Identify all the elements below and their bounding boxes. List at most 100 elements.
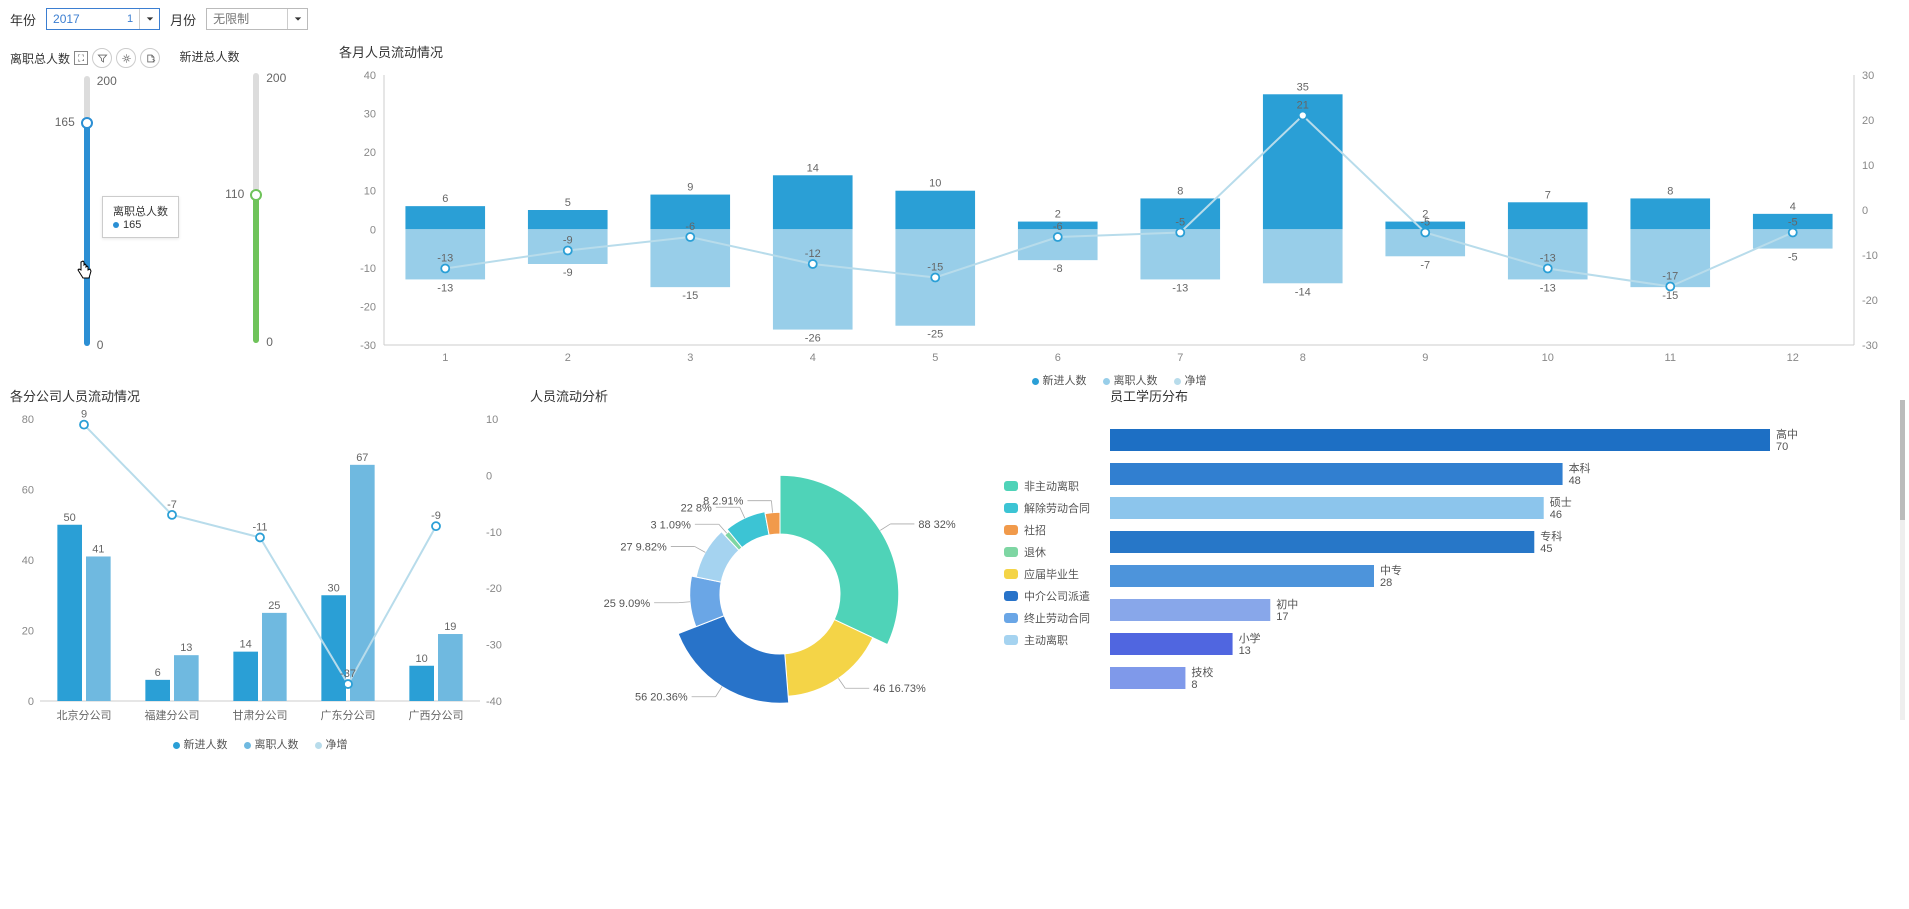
svg-text:45: 45 (1540, 543, 1552, 555)
scrollbar[interactable] (1900, 400, 1905, 720)
hire-total-panel: 新进总人数 2000110 (170, 38, 340, 378)
svg-text:8: 8 (1667, 185, 1673, 197)
svg-text:-15: -15 (1662, 290, 1678, 302)
svg-text:46 16.73%: 46 16.73% (873, 683, 926, 695)
svg-text:-20: -20 (360, 301, 376, 313)
gear-icon[interactable] (116, 48, 136, 68)
svg-text:40: 40 (22, 555, 34, 567)
svg-text:-8: -8 (1053, 263, 1063, 275)
svg-text:10: 10 (1542, 352, 1554, 364)
svg-text:-6: -6 (685, 221, 695, 233)
svg-text:8 2.91%: 8 2.91% (703, 496, 744, 508)
year-suffix: 1 (127, 13, 139, 25)
export-icon[interactable] (140, 48, 160, 68)
svg-text:4: 4 (810, 352, 816, 364)
svg-text:41: 41 (92, 543, 104, 555)
svg-text:甘肃分公司: 甘肃分公司 (233, 709, 288, 722)
svg-text:-9: -9 (431, 510, 441, 522)
svg-text:-11: -11 (252, 521, 267, 533)
svg-text:0: 0 (1862, 205, 1868, 217)
year-label: 年份 (10, 10, 36, 29)
year-input[interactable] (47, 9, 127, 29)
svg-text:高中: 高中 (1776, 427, 1798, 441)
svg-text:-15: -15 (682, 290, 698, 302)
svg-text:50: 50 (64, 512, 76, 524)
flow-analysis-panel: 人员流动分析 88 32%46 16.73%56 20.36%25 9.09%2… (520, 378, 1100, 758)
svg-text:6: 6 (442, 193, 448, 205)
svg-text:-12: -12 (805, 248, 821, 260)
svg-text:9: 9 (687, 182, 693, 194)
education-chart: 高中70本科48硕士46专科45中专28初中17小学13技校8 (1110, 409, 1890, 729)
svg-text:中专: 中专 (1380, 563, 1402, 577)
svg-text:30: 30 (364, 109, 376, 121)
svg-text:5: 5 (565, 197, 571, 209)
month-label: 月份 (170, 10, 196, 29)
svg-text:8: 8 (1191, 679, 1197, 691)
svg-text:28: 28 (1380, 577, 1392, 589)
svg-text:25 9.09%: 25 9.09% (604, 598, 651, 610)
svg-text:-7: -7 (167, 499, 177, 511)
year-dropdown-arrow[interactable] (139, 9, 159, 29)
monthly-chart-panel: 各月人员流动情况 -30-20-10010203040-30-20-100102… (339, 38, 1909, 378)
svg-text:40: 40 (364, 70, 376, 82)
svg-text:10: 10 (486, 414, 498, 426)
month-select[interactable] (206, 8, 308, 30)
education-chart-panel: 员工学历分布 高中70本科48硕士46专科45中专28初中17小学13技校8 (1100, 378, 1909, 758)
svg-text:-5: -5 (1788, 217, 1798, 229)
expand-icon[interactable]: ⛶ (74, 51, 88, 65)
svg-text:14: 14 (807, 162, 819, 174)
svg-text:-20: -20 (1862, 295, 1878, 307)
year-select[interactable]: 1 (46, 8, 160, 30)
svg-text:-5: -5 (1420, 217, 1430, 229)
svg-text:-25: -25 (927, 329, 943, 341)
svg-text:20: 20 (1862, 115, 1874, 127)
leave-tooltip: 离职总人数 165 (102, 196, 179, 238)
svg-text:2: 2 (1055, 209, 1061, 221)
svg-text:-40: -40 (486, 696, 502, 708)
svg-text:80: 80 (22, 414, 34, 426)
svg-text:48: 48 (1569, 475, 1581, 487)
svg-text:-30: -30 (486, 640, 502, 652)
svg-text:广西分公司: 广西分公司 (409, 709, 464, 722)
donut-legend: 非主动离职解除劳动合同社招退休应届毕业生中介公司派遣终止劳动合同主动离职 (1004, 478, 1090, 654)
svg-text:88 32%: 88 32% (918, 519, 956, 531)
svg-text:-37: -37 (340, 668, 356, 680)
svg-text:20: 20 (22, 626, 34, 638)
filter-bar: 年份 1 月份 (0, 0, 1909, 38)
hire-slider[interactable]: 2000110 (180, 73, 334, 353)
svg-text:10: 10 (416, 653, 428, 665)
svg-text:-10: -10 (486, 527, 502, 539)
svg-text:0: 0 (28, 696, 34, 708)
svg-text:-17: -17 (1662, 271, 1678, 283)
svg-text:7: 7 (1545, 189, 1551, 201)
branch-chart-title: 各分公司人员流动情况 (10, 386, 510, 405)
svg-text:7: 7 (1177, 352, 1183, 364)
svg-text:硕士: 硕士 (1550, 496, 1572, 509)
svg-text:-13: -13 (1172, 282, 1188, 294)
branch-chart-panel: 各分公司人员流动情况 020406080-40-30-20-100105041北… (0, 378, 520, 758)
svg-text:17: 17 (1276, 611, 1288, 623)
svg-text:-10: -10 (1862, 250, 1878, 262)
svg-text:-9: -9 (563, 267, 573, 279)
month-input[interactable] (207, 9, 287, 29)
month-dropdown-arrow[interactable] (287, 9, 307, 29)
svg-text:20: 20 (364, 147, 376, 159)
leave-slider[interactable]: 离职总人数 165 2000165 (10, 76, 164, 356)
svg-text:-7: -7 (1420, 259, 1430, 271)
svg-text:-15: -15 (927, 262, 943, 274)
svg-text:10: 10 (364, 186, 376, 198)
svg-text:0: 0 (486, 470, 492, 482)
svg-text:3: 3 (687, 352, 693, 364)
svg-text:13: 13 (1239, 645, 1251, 657)
svg-text:30: 30 (328, 582, 340, 594)
svg-text:-6: -6 (1053, 221, 1063, 233)
svg-text:-26: -26 (805, 333, 821, 345)
svg-text:19: 19 (444, 621, 456, 633)
filter-icon[interactable] (92, 48, 112, 68)
svg-text:北京分公司: 北京分公司 (57, 708, 112, 722)
svg-text:8: 8 (1177, 185, 1183, 197)
svg-text:-13: -13 (1540, 253, 1556, 265)
branch-legend: 新进人数离职人数净增 (10, 736, 510, 752)
svg-text:14: 14 (240, 639, 252, 651)
svg-text:5: 5 (932, 352, 938, 364)
